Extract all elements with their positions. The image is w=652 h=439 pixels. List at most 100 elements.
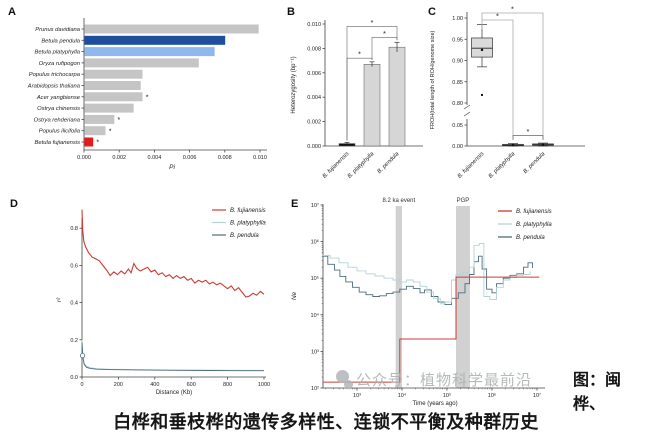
x-tick-label: 10⁵ [443, 392, 451, 399]
significance-star: * [511, 5, 514, 14]
y-tick-label: 0.6 [70, 263, 78, 269]
bar-populus-trichocarpa [84, 69, 143, 79]
category-label: Betula fujianensis [35, 140, 81, 146]
y-tick-label: 10⁴ [311, 312, 320, 319]
bar-ostrya-chinensis [84, 103, 134, 113]
category-label: B. pendula [377, 151, 401, 175]
significance-bracket [481, 12, 544, 139]
caption-side-note: 图：闽桦、 [573, 372, 622, 413]
x-tick-label: 200 [114, 382, 123, 388]
bar-populus-ilicifolia [84, 126, 106, 136]
x-axis-label: Distance (Kb) [156, 390, 192, 396]
y-tick-label: 0.2 [70, 338, 78, 344]
bar-betula-platyphylla [84, 47, 215, 57]
y-tick-label: 10⁶ [311, 239, 319, 246]
y-tick-label: 0.90 [452, 59, 463, 65]
y-tick-label: 0.85 [452, 80, 463, 86]
y-tick-label: 0.010 [307, 22, 321, 28]
start-marker [79, 353, 86, 359]
x-tick-label: 0.006 [183, 155, 197, 161]
panel-c-chart: 1.00 0.95 0.90 0.85 0.80 0.05 0.00 FROH(total l… [430, 5, 585, 180]
series-b-pendula [322, 255, 533, 306]
panel-b-label: B [287, 6, 295, 18]
bar-b-platyphylla [363, 64, 381, 147]
series-b-fujianensis [322, 276, 540, 383]
watermark: 公众号：植物科学最前沿 [336, 369, 532, 390]
significance-bracket [346, 26, 398, 141]
bar-prunus-davidiana [84, 24, 259, 34]
x-axis-label: Pi [169, 164, 175, 171]
bar-acer-yangbiense [84, 92, 143, 102]
category-label: Betula pendula [41, 38, 80, 44]
category-label: Betula platyphylla [35, 50, 81, 56]
box-b-fujianensis [471, 37, 493, 58]
y-tick-label: 0.008 [307, 46, 321, 52]
x-tick-label: 0.002 [112, 155, 126, 161]
y-tick-label: 0.4 [70, 301, 78, 307]
panel-b-chart: 0.000 0.002 0.004 0.006 0.008 0.010 Heterozygo… [291, 18, 423, 180]
category-label: Prunus davidiana [35, 27, 81, 33]
panel-d-label: D [10, 198, 18, 210]
mean-marker [480, 48, 484, 51]
mean-marker [511, 144, 515, 147]
category-label: B. pendula [523, 151, 547, 175]
series-b-platyphylla [81, 339, 264, 371]
x-tick-label: 400 [150, 382, 159, 388]
category-label: Populus trichocarpa [29, 72, 81, 78]
significance-star: * [527, 127, 530, 136]
significance-star: * [383, 29, 386, 38]
y-tick-label: 0.8 [70, 226, 78, 232]
outlier-point [481, 93, 483, 96]
y-tick-label: 0.0 [70, 375, 78, 381]
x-tick-label: 10⁴ [398, 392, 407, 399]
bar-oryza-rufipogon [84, 58, 199, 68]
x-tick-label: 1000 [258, 382, 270, 388]
panel-e-label: E [291, 198, 299, 210]
y-tick-label: 10³ [311, 349, 319, 355]
panel-c-label: C [428, 6, 436, 18]
category-label: Oryza rufipogon [39, 61, 80, 67]
x-tick-label: 10⁶ [488, 392, 496, 399]
significance-star: * [358, 50, 361, 59]
category-label: B. platyphylla [347, 151, 376, 180]
significance-star: * [96, 140, 99, 147]
caption-title: 白桦和垂枝桦的遗传多样性、连锁不平衡及种群历史 [113, 412, 539, 432]
event-label: PGP [457, 198, 470, 204]
mean-marker [541, 143, 545, 146]
x-tick-label: 0.000 [77, 155, 91, 161]
category-label: Acer yangbiense [36, 95, 81, 101]
significance-star: * [146, 94, 149, 101]
bar-ostrya-rehderiana [84, 114, 115, 124]
panel-a-label: A [8, 6, 16, 18]
y-tick-label: 0.002 [307, 120, 321, 126]
category-label: B. platyphylla [488, 151, 517, 180]
category-label: Populus ilicifolia [39, 129, 81, 135]
x-tick-label: 10⁷ [533, 392, 541, 399]
category-label: Ostrya chinensis [37, 106, 80, 112]
category-label: Arabidopsis thaliana [27, 84, 81, 90]
y-tick-label: 0.95 [452, 37, 463, 43]
x-tick-label: 600 [187, 382, 196, 388]
category-label: B. fujianensis [457, 151, 486, 180]
x-tick-label: 0.010 [253, 155, 267, 161]
y-tick-label: 10² [311, 386, 319, 392]
y-axis-label: Ne [291, 291, 298, 300]
x-tick-label: 10³ [353, 393, 361, 399]
y-tick-label: 0.80 [452, 101, 463, 107]
x-axis-label: Time (years ago) [412, 401, 457, 407]
legend-item: B. platyphylla [230, 221, 266, 227]
significance-star: * [118, 117, 121, 124]
panel-d-chart: 0.0 0.2 0.4 0.6 0.8 0 200 400 600 800 1000 Distance… [56, 208, 270, 396]
significance-star: * [371, 18, 374, 27]
bar-betula-pendula [84, 35, 226, 45]
y-tick-label: 0.05 [452, 123, 463, 129]
legend-item: B. fujianensis [516, 209, 552, 215]
watermark-text: 公众号：植物科学最前沿 [356, 372, 533, 389]
y-tick-label: 10⁵ [311, 275, 319, 282]
significance-star: * [496, 12, 499, 21]
series-b-pendula [81, 342, 264, 372]
series-b-platyphylla [322, 242, 531, 305]
y-axis-label: Heterozygosity (bp⁻¹) [291, 56, 297, 113]
y-tick-label: 0.000 [307, 144, 321, 150]
significance-star: * [109, 128, 112, 135]
